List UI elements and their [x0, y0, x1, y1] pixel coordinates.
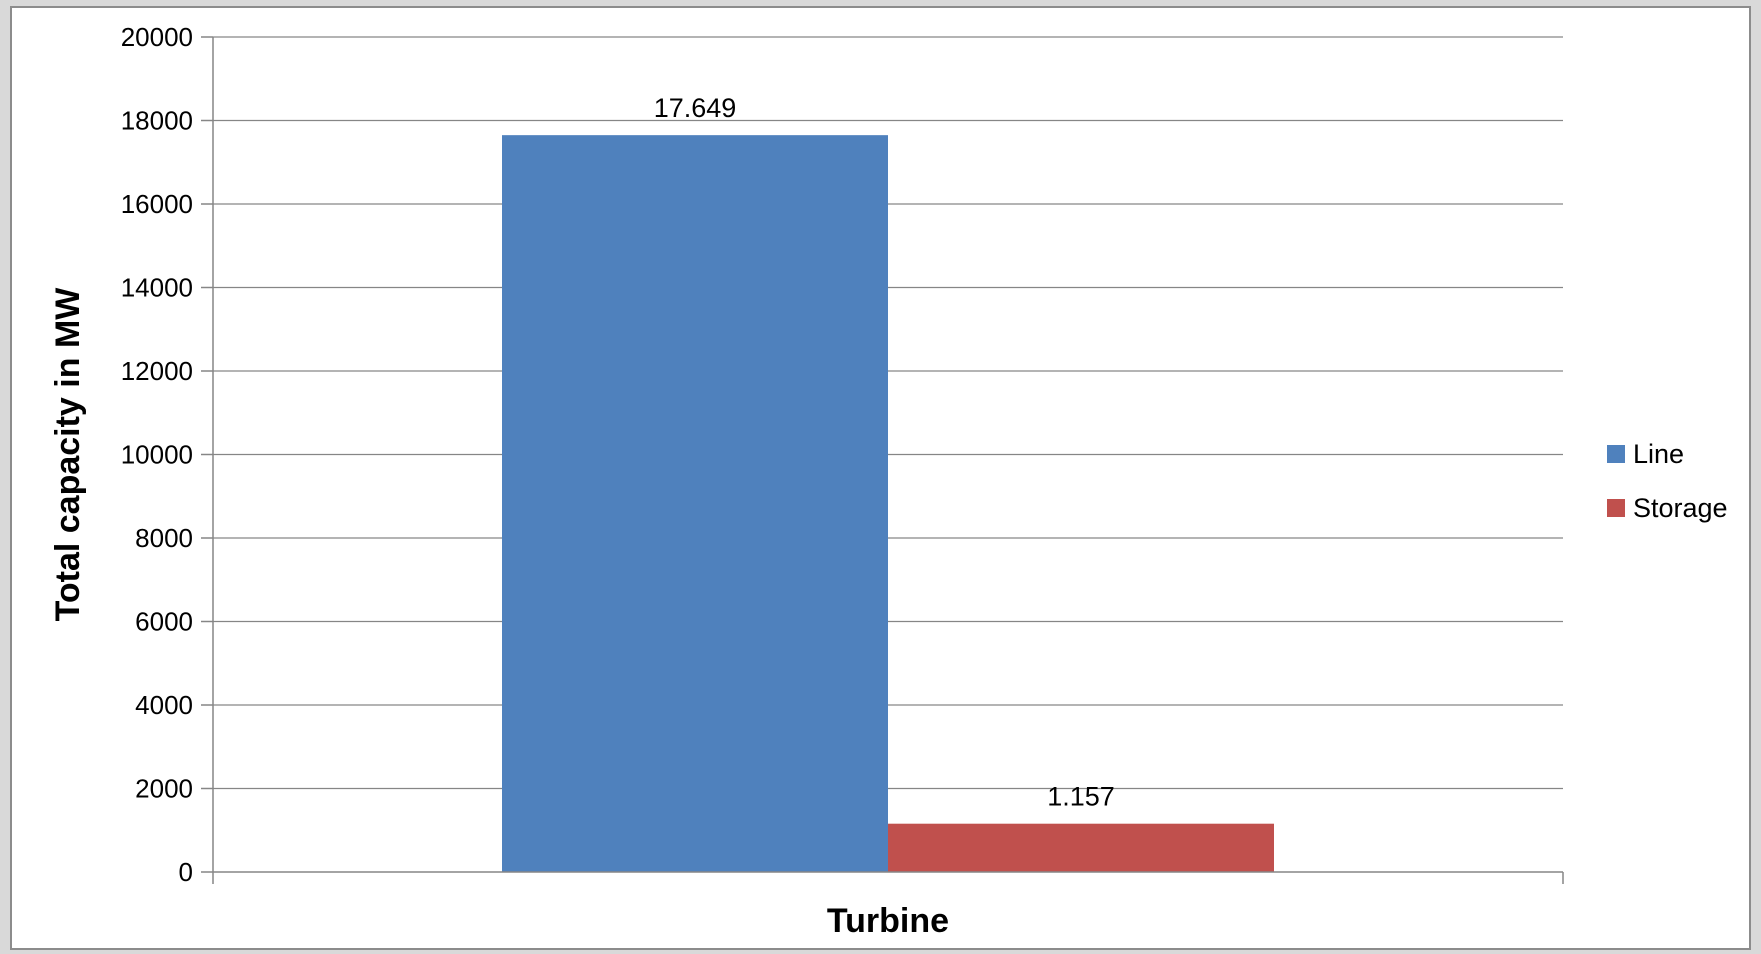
legend-swatch-storage	[1607, 499, 1625, 517]
y-tick-label: 10000	[121, 440, 193, 470]
y-tick-label: 20000	[121, 22, 193, 52]
y-axis-ticks: 0 2000 4000 6000 8000 10000 12000 14000 16000 180…	[121, 22, 1564, 887]
y-tick-label: 12000	[121, 356, 193, 386]
bar-storage	[888, 823, 1274, 872]
legend-label-storage: Storage	[1633, 493, 1728, 523]
bars	[502, 135, 1274, 873]
data-labels: 17.649 1.157	[654, 93, 1115, 812]
y-tick-label: 0	[179, 857, 193, 887]
data-label-line: 17.649	[654, 93, 737, 123]
y-tick-label: 8000	[135, 523, 193, 553]
legend-swatch-line	[1607, 445, 1625, 463]
y-tick-label: 2000	[135, 774, 193, 804]
y-tick-label: 4000	[135, 690, 193, 720]
y-tick-label: 16000	[121, 189, 193, 219]
legend-label-line: Line	[1633, 439, 1684, 469]
y-tick-label: 6000	[135, 607, 193, 637]
gridlines	[213, 36, 1563, 790]
y-tick-label: 14000	[121, 273, 193, 303]
bar-line	[502, 135, 888, 873]
legend: Line Storage	[1607, 439, 1728, 523]
data-label-storage: 1.157	[1047, 782, 1115, 812]
y-tick-label: 18000	[121, 106, 193, 136]
x-axis-title: Turbine	[827, 902, 949, 940]
y-axis-title: Total capacity in MW	[49, 287, 87, 622]
